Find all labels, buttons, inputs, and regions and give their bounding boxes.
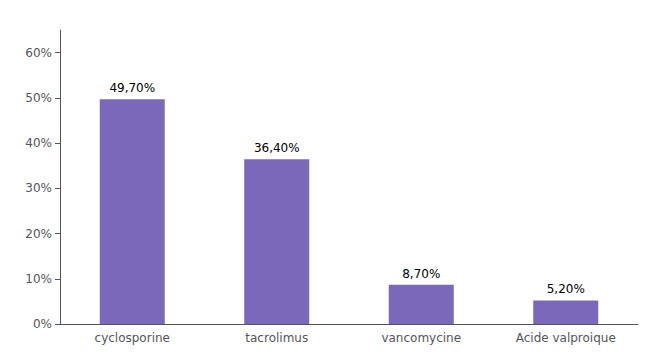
svg-text:30%: 30%: [25, 181, 52, 195]
svg-text:cyclosporine: cyclosporine: [95, 331, 170, 345]
svg-text:49,70%: 49,70%: [109, 81, 155, 95]
svg-text:40%: 40%: [25, 136, 52, 150]
svg-text:0%: 0%: [33, 317, 52, 331]
svg-text:50%: 50%: [25, 91, 52, 105]
svg-text:Acide valproique: Acide valproique: [516, 331, 616, 345]
svg-text:10%: 10%: [25, 272, 52, 286]
svg-text:vancomycine: vancomycine: [381, 331, 461, 345]
svg-text:36,40%: 36,40%: [254, 141, 300, 155]
svg-text:8,70%: 8,70%: [402, 267, 440, 281]
svg-text:tacrolimus: tacrolimus: [245, 331, 308, 345]
svg-text:60%: 60%: [25, 46, 52, 60]
svg-text:5,20%: 5,20%: [547, 282, 585, 296]
svg-text:20%: 20%: [25, 227, 52, 241]
